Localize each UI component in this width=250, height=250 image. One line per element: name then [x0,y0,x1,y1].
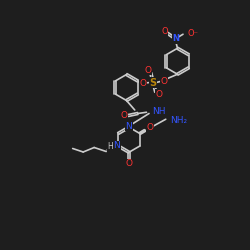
Text: O: O [120,112,127,120]
Text: O: O [161,27,168,36]
Text: S: S [150,78,157,88]
Text: H: H [107,142,113,151]
Text: O: O [126,159,132,168]
Text: O: O [155,90,162,98]
Text: O: O [144,66,151,75]
Text: O: O [160,77,167,86]
Text: O: O [146,124,153,132]
Text: N: N [172,34,179,43]
Text: O⁻: O⁻ [188,29,198,38]
Text: NH₂: NH₂ [170,116,187,125]
Text: O: O [139,78,146,88]
Text: N: N [126,122,132,131]
Text: N: N [113,142,120,150]
Text: NH: NH [152,107,166,116]
